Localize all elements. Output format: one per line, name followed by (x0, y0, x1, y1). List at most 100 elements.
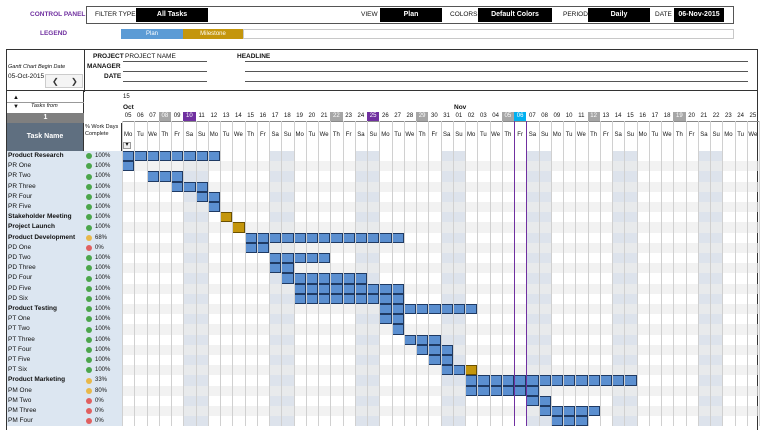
task-name[interactable]: Stakeholder Meeting (8, 213, 72, 221)
task-row[interactable] (7, 355, 122, 366)
plan-bar-cell[interactable] (293, 232, 306, 243)
task-row[interactable] (7, 365, 122, 376)
plan-bar-cell[interactable] (379, 314, 392, 325)
task-row[interactable] (7, 293, 122, 304)
milestone-cell[interactable] (220, 212, 233, 223)
task-row[interactable] (7, 273, 122, 284)
task-row[interactable] (7, 283, 122, 294)
plan-bar-cell[interactable] (354, 232, 367, 243)
pct-complete[interactable]: 33% (95, 377, 108, 384)
plan-bar-cell[interactable] (403, 334, 416, 345)
task-name[interactable]: PR Five (8, 203, 32, 210)
plan-bar-cell[interactable] (318, 273, 331, 284)
plan-bar-cell[interactable] (195, 151, 208, 162)
scroll-down-button[interactable]: ▼ (13, 104, 19, 110)
plan-bar-cell[interactable] (146, 171, 159, 182)
project-name[interactable]: PROJECT NAME (125, 53, 176, 60)
plan-bar-cell[interactable] (477, 375, 490, 386)
plan-bar-cell[interactable] (269, 263, 282, 274)
task-name[interactable]: PR One (8, 162, 32, 170)
pct-complete[interactable]: 100% (95, 346, 111, 353)
plan-bar-cell[interactable] (391, 324, 404, 335)
plan-bar-cell[interactable] (342, 293, 355, 304)
plan-bar-cell[interactable] (269, 232, 282, 243)
pct-complete[interactable]: 0% (95, 418, 104, 425)
plan-bar-cell[interactable] (599, 375, 612, 386)
pct-complete[interactable]: 100% (95, 173, 111, 180)
plan-bar-cell[interactable] (244, 242, 257, 253)
plan-bar-cell[interactable] (171, 181, 184, 192)
task-row[interactable] (7, 334, 122, 345)
plan-bar-cell[interactable] (330, 232, 343, 243)
scroll-up-button[interactable]: ▲ (13, 95, 19, 101)
task-name[interactable]: Product Marketing (8, 376, 66, 384)
plan-bar-cell[interactable] (318, 232, 331, 243)
plan-bar-cell[interactable] (134, 151, 147, 162)
plan-bar-cell[interactable] (171, 171, 184, 182)
plan-bar-cell[interactable] (465, 304, 478, 315)
plan-bar-cell[interactable] (526, 385, 539, 396)
date-input[interactable]: 06-Nov-2015 (674, 8, 724, 22)
task-name[interactable]: PM One (8, 386, 32, 394)
task-name[interactable]: PM Two (8, 396, 32, 404)
pct-complete[interactable]: 100% (95, 306, 111, 312)
pct-complete[interactable]: 100% (95, 326, 111, 333)
plan-bar-cell[interactable] (526, 395, 539, 406)
plan-bar-cell[interactable] (416, 344, 429, 355)
plan-bar-cell[interactable] (575, 416, 588, 427)
plan-bar-cell[interactable] (391, 304, 404, 315)
plan-bar-cell[interactable] (452, 304, 465, 315)
task-name[interactable]: PR Three (8, 182, 36, 190)
pct-complete[interactable]: 0% (95, 408, 104, 414)
task-row[interactable] (7, 263, 122, 274)
pct-complete[interactable]: 100% (95, 224, 111, 231)
pct-complete[interactable]: 100% (95, 316, 111, 323)
plan-bar-cell[interactable] (305, 293, 318, 304)
plan-bar-cell[interactable] (305, 232, 318, 243)
pct-complete[interactable]: 100% (95, 295, 111, 302)
task-row[interactable] (7, 253, 122, 264)
task-row[interactable] (7, 395, 122, 406)
pct-complete[interactable]: 100% (95, 265, 111, 272)
plan-bar-cell[interactable] (342, 232, 355, 243)
plan-bar-cell[interactable] (281, 263, 294, 274)
milestone-cell[interactable] (465, 365, 478, 376)
plan-bar-cell[interactable] (440, 304, 453, 315)
filter-dropdown-icon[interactable]: ▾ (123, 142, 131, 149)
task-row[interactable] (7, 242, 122, 253)
pct-complete[interactable]: 68% (95, 234, 108, 241)
plan-bar-cell[interactable] (563, 375, 576, 386)
plan-bar-cell[interactable] (428, 344, 441, 355)
plan-bar-cell[interactable] (305, 283, 318, 294)
plan-bar-cell[interactable] (293, 283, 306, 294)
task-name[interactable]: PM Four (8, 417, 33, 425)
plan-bar-cell[interactable] (465, 385, 478, 396)
pct-complete[interactable]: 80% (95, 387, 108, 394)
gantt-begin-date-value[interactable]: 05-Oct-2015 (8, 73, 45, 80)
plan-bar-cell[interactable] (538, 406, 551, 417)
pct-complete[interactable]: 100% (95, 336, 111, 343)
colors-dropdown[interactable]: Default Colors (478, 8, 552, 22)
plan-bar-cell[interactable] (440, 365, 453, 376)
task-row[interactable] (7, 232, 122, 243)
plan-bar-cell[interactable] (330, 293, 343, 304)
task-name[interactable]: PT Four (8, 345, 32, 353)
plan-bar-cell[interactable] (293, 293, 306, 304)
task-row[interactable] (7, 406, 122, 417)
plan-bar-cell[interactable] (281, 273, 294, 284)
plan-bar-cell[interactable] (477, 385, 490, 396)
plan-bar-cell[interactable] (354, 293, 367, 304)
plan-bar-cell[interactable] (416, 334, 429, 345)
task-row[interactable] (7, 202, 122, 213)
plan-bar-cell[interactable] (305, 253, 318, 264)
plan-bar-cell[interactable] (367, 232, 380, 243)
plan-bar-cell[interactable] (293, 253, 306, 264)
plan-bar-cell[interactable] (256, 242, 269, 253)
plan-bar-cell[interactable] (207, 151, 220, 162)
plan-bar-cell[interactable] (391, 314, 404, 325)
task-row[interactable] (7, 304, 122, 315)
plan-bar-cell[interactable] (440, 344, 453, 355)
plan-bar-cell[interactable] (342, 283, 355, 294)
plan-bar-cell[interactable] (342, 273, 355, 284)
plan-bar-cell[interactable] (440, 355, 453, 366)
